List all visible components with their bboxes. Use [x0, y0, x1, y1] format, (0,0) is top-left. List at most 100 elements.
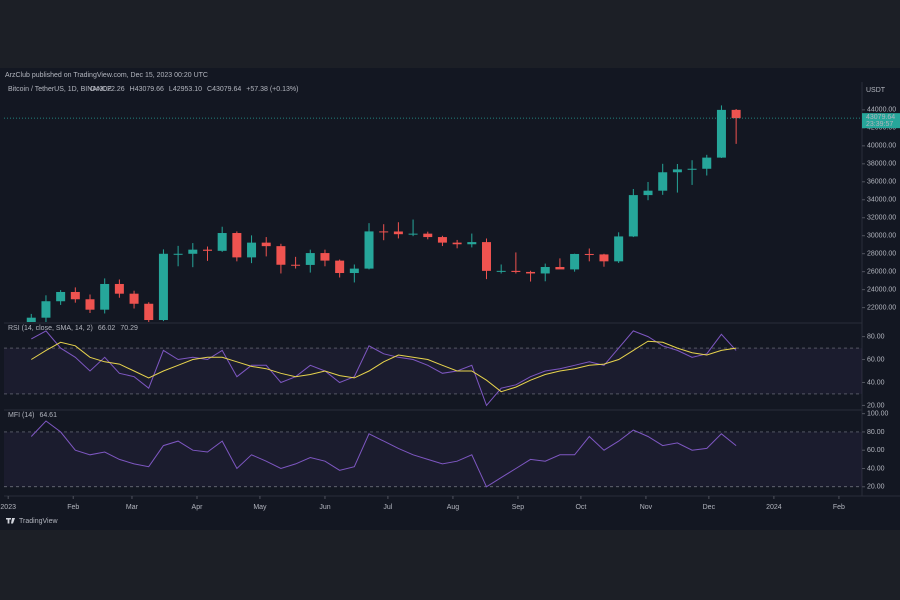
x-tick-label: Feb	[833, 504, 845, 511]
candle-body	[687, 168, 697, 170]
y-tick-label: 20.00	[867, 402, 885, 409]
y-tick-label: 30000.00	[867, 233, 896, 240]
indicator-line	[31, 340, 737, 393]
pane-1	[4, 330, 862, 407]
y-tick-label: 60.00	[867, 447, 885, 454]
y-tick-label: 36000.00	[867, 179, 896, 186]
ohlc-readout: O43022.26	[90, 86, 125, 93]
band-fill	[4, 431, 862, 487]
x-tick-label: Apr	[192, 504, 204, 511]
x-tick-label: Feb	[67, 504, 79, 511]
x-tick-label: Mar	[126, 504, 139, 511]
candle-body	[496, 270, 506, 272]
ohlc-readout: C43079.64	[207, 86, 241, 93]
candle-body	[511, 270, 521, 272]
y-tick-label: 20.00	[867, 484, 885, 491]
ohlc-readout: H43079.66	[130, 86, 164, 93]
candle-body	[188, 249, 198, 254]
footer-brand: TradingView	[19, 518, 58, 525]
candle-body	[305, 253, 315, 265]
candle-body	[261, 242, 271, 247]
indicator-line	[30, 420, 737, 488]
candle-body	[56, 291, 66, 302]
y-tick-label: 60.00	[867, 356, 885, 363]
logo	[6, 518, 15, 524]
candle-body	[144, 303, 154, 321]
candle-body	[526, 271, 536, 274]
candle-body	[70, 291, 80, 300]
symbol-title: Bitcoin / TetherUS, 1D, BINANCE	[8, 86, 112, 93]
ohlc-readout: +57.38 (+0.13%)	[246, 86, 298, 93]
candle-body	[614, 236, 624, 262]
x-tick-label: May	[253, 504, 267, 511]
x-tick-label: Nov	[640, 504, 653, 511]
candle-body	[423, 233, 433, 238]
y-tick-label: 80.00	[867, 333, 885, 340]
rsi-title: RSI (14, close, SMA, 14, 2)	[8, 325, 93, 332]
candle-body	[100, 283, 110, 310]
candle-body	[291, 264, 301, 266]
candle-body	[85, 299, 95, 310]
candle-body	[41, 301, 51, 318]
y-tick-label: 26000.00	[867, 269, 896, 276]
candle-body	[335, 260, 345, 274]
y-tick-label: 40.00	[867, 465, 885, 472]
candle-body	[320, 253, 330, 261]
y-tick-label: 24000.00	[867, 286, 896, 293]
x-tick-label: 2023	[0, 504, 16, 511]
x-tick-label: Jun	[319, 504, 330, 511]
y-tick-label: 42000.00	[867, 125, 896, 132]
x-tick-label: Dec	[703, 504, 716, 511]
candle-body	[731, 109, 741, 119]
currency: USDT	[866, 87, 886, 94]
ohlc-readout: L42953.10	[169, 86, 202, 93]
candle-body	[173, 253, 183, 255]
candle-body	[570, 253, 580, 270]
last-price-box	[862, 113, 900, 129]
candle-body	[247, 242, 257, 258]
candle-body	[584, 253, 594, 255]
x-tick-label: Aug	[447, 504, 460, 511]
candle-body	[599, 254, 609, 262]
candle-body	[393, 231, 403, 235]
legend-value: 70.29	[120, 325, 138, 332]
candle-body	[408, 233, 418, 235]
y-tick-label: 32000.00	[867, 215, 896, 222]
candle-body	[540, 266, 550, 274]
publisher: ArzClub published on TradingView.com, De…	[5, 72, 208, 79]
y-tick-label: 100.00	[867, 410, 889, 417]
chart-panel	[0, 68, 900, 530]
pane-2	[4, 420, 862, 488]
countdown: 23:39:57	[866, 121, 893, 128]
candle-body	[702, 157, 712, 169]
candle-body	[452, 242, 462, 245]
y-tick-label: 40000.00	[867, 143, 896, 150]
y-tick-label: 80.00	[867, 429, 885, 436]
candle-body	[643, 190, 653, 196]
x-tick-label: Jul	[383, 504, 392, 511]
candle-body	[672, 169, 682, 173]
candle-body	[437, 237, 447, 243]
mfi-title: MFI (14)	[8, 412, 34, 419]
x-tick-label: 2024	[766, 504, 782, 511]
candle-body	[481, 242, 491, 271]
y-tick-label: 34000.00	[867, 197, 896, 204]
candle-body	[114, 283, 124, 294]
candle-body	[349, 268, 359, 274]
candle-body	[364, 231, 374, 269]
last-price-label: 43079.64	[866, 114, 895, 121]
y-tick-label: 28000.00	[867, 251, 896, 258]
candle-body	[202, 249, 212, 251]
indicator-line	[31, 330, 737, 407]
candle-body	[158, 253, 168, 321]
candle-body	[379, 231, 389, 233]
legend-value: 64.61	[39, 412, 57, 419]
candle-body	[129, 293, 139, 304]
band-fill	[4, 348, 862, 394]
pane-0	[26, 105, 741, 322]
candle-body	[467, 242, 477, 245]
candle-body	[555, 266, 565, 270]
x-tick-label: Sep	[512, 504, 525, 511]
